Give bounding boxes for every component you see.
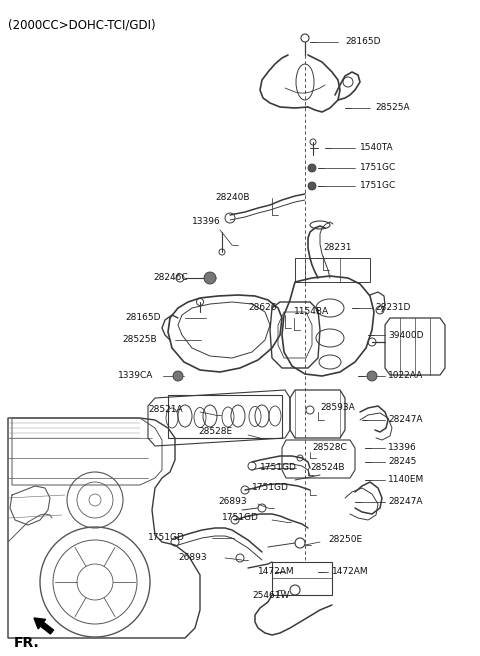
Text: 1751GD: 1751GD: [252, 483, 289, 493]
Text: 28231: 28231: [323, 243, 351, 253]
Circle shape: [308, 164, 316, 172]
FancyArrow shape: [34, 618, 54, 634]
Text: 28521A: 28521A: [148, 405, 182, 415]
Text: 28524B: 28524B: [310, 464, 345, 472]
Text: 28247A: 28247A: [388, 415, 422, 424]
Text: 1154BA: 1154BA: [294, 308, 329, 316]
Text: 1751GD: 1751GD: [222, 514, 259, 522]
Text: 1472AM: 1472AM: [258, 567, 295, 577]
Text: 28247A: 28247A: [388, 497, 422, 506]
Text: 1140EM: 1140EM: [388, 476, 424, 485]
Text: 28593A: 28593A: [320, 403, 355, 413]
Text: 28250E: 28250E: [328, 535, 362, 544]
Text: 13396: 13396: [388, 443, 417, 453]
Text: 1751GD: 1751GD: [260, 464, 297, 472]
Text: 28246C: 28246C: [153, 274, 188, 283]
Text: 28626: 28626: [248, 304, 276, 312]
Text: 28525A: 28525A: [375, 104, 409, 112]
Text: 28528E: 28528E: [198, 428, 232, 436]
Text: 13396: 13396: [192, 218, 221, 226]
Text: (2000CC>DOHC-TCI/GDI): (2000CC>DOHC-TCI/GDI): [8, 18, 156, 31]
Text: 28528C: 28528C: [312, 443, 347, 453]
Text: 1022AA: 1022AA: [388, 371, 423, 380]
Circle shape: [173, 371, 183, 381]
Text: 25461W: 25461W: [252, 590, 289, 600]
Text: 28165D: 28165D: [345, 37, 381, 47]
Text: 28245: 28245: [388, 457, 416, 466]
Text: 1751GD: 1751GD: [148, 533, 185, 543]
Text: 39400D: 39400D: [388, 331, 423, 340]
Text: 26893: 26893: [218, 497, 247, 506]
Text: 1751GC: 1751GC: [360, 182, 396, 190]
Text: 28231D: 28231D: [375, 304, 410, 312]
Circle shape: [367, 371, 377, 381]
Text: 1751GC: 1751GC: [360, 163, 396, 173]
Circle shape: [308, 182, 316, 190]
Circle shape: [204, 272, 216, 284]
Text: 28525B: 28525B: [122, 335, 156, 344]
Text: 28240B: 28240B: [215, 194, 250, 203]
Text: 28165D: 28165D: [125, 314, 160, 323]
Text: 1472AM: 1472AM: [332, 567, 369, 577]
Text: 1540TA: 1540TA: [360, 144, 394, 152]
Text: 1339CA: 1339CA: [118, 371, 154, 380]
Text: FR.: FR.: [14, 636, 40, 650]
Text: 26893: 26893: [178, 554, 206, 562]
